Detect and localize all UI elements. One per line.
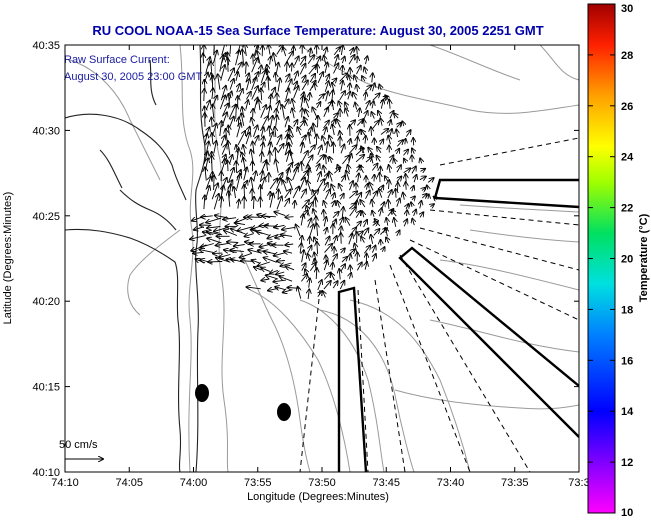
current-vector: [214, 176, 215, 191]
x-tick-label: 73:40: [437, 477, 465, 489]
x-axis-label: Longitude (Degrees:Minutes): [247, 491, 389, 503]
y-tick-label: 40:20: [32, 296, 60, 308]
current-vector: [212, 155, 213, 170]
current-vector: [278, 190, 279, 200]
colorbar-tick-label: 18: [621, 304, 633, 316]
colorbar-tick-label: 28: [621, 50, 633, 62]
station-marker: [277, 403, 291, 421]
y-tick-label: 40:30: [32, 125, 60, 137]
current-vector: [213, 253, 222, 254]
current-vector: [244, 185, 245, 199]
x-tick-label: 74:00: [180, 477, 208, 489]
x-tick-label: 73:50: [308, 477, 336, 489]
y-tick-label: 40:25: [32, 211, 60, 223]
current-vector: [342, 66, 343, 75]
y-tick-label: 40:35: [32, 40, 60, 52]
colorbar-tick-label: 16: [621, 355, 633, 367]
current-vector: [292, 64, 293, 72]
current-vector: [228, 161, 229, 172]
current-vector: [253, 109, 254, 118]
colorbar-tick-label: 10: [621, 507, 633, 518]
colorbar-tick-label: 12: [621, 457, 633, 469]
x-tick-label: 73:55: [244, 477, 272, 489]
y-tick-label: 40:10: [32, 467, 60, 479]
current-vector: [316, 135, 317, 146]
current-vector: [287, 62, 288, 72]
y-axis-label: Latitude (Degrees:Minutes): [2, 192, 14, 325]
colorbar-tick-label: 30: [621, 3, 633, 15]
current-vector: [380, 173, 381, 182]
current-vector: [276, 109, 277, 117]
colorbar-tick-label: 22: [621, 203, 633, 215]
current-vector: [413, 138, 414, 145]
current-vector: [204, 89, 205, 101]
current-vector: [228, 58, 229, 72]
x-tick-label: 73:35: [501, 477, 529, 489]
y-tick-label: 40:15: [32, 382, 60, 394]
current-vector: [318, 116, 319, 128]
current-vector: [203, 54, 204, 64]
current-vector: [204, 45, 205, 56]
x-tick-label: 74:05: [115, 477, 143, 489]
current-vector: [396, 189, 397, 198]
legend-line-1: Raw Surface Current:: [64, 54, 170, 66]
current-vector: [324, 210, 325, 218]
colorbar-tick-label: 24: [621, 152, 634, 164]
current-vector: [316, 216, 317, 224]
current-vector: [285, 217, 293, 218]
colorbar-tick-label: 26: [621, 101, 633, 113]
x-tick-label: 73:3: [568, 477, 589, 489]
current-vector: [260, 185, 261, 199]
station-marker: [195, 384, 209, 402]
figure-title: RU COOL NOAA-15 Sea Surface Temperature:…: [92, 23, 543, 38]
current-vector: [309, 93, 310, 100]
legend-line-2: August 30, 2005 23:00 GMT: [64, 71, 202, 83]
plot-area: [65, 45, 579, 472]
current-vector: [406, 182, 407, 190]
current-vector: [357, 56, 358, 63]
colorbar-label: Temperature (°C): [638, 213, 650, 302]
current-vector: [293, 46, 294, 55]
current-vector: [238, 118, 239, 127]
x-tick-label: 73:45: [372, 477, 400, 489]
colorbar-tick-label: 20: [621, 254, 633, 266]
colorbar-tick-label: 14: [621, 406, 634, 418]
